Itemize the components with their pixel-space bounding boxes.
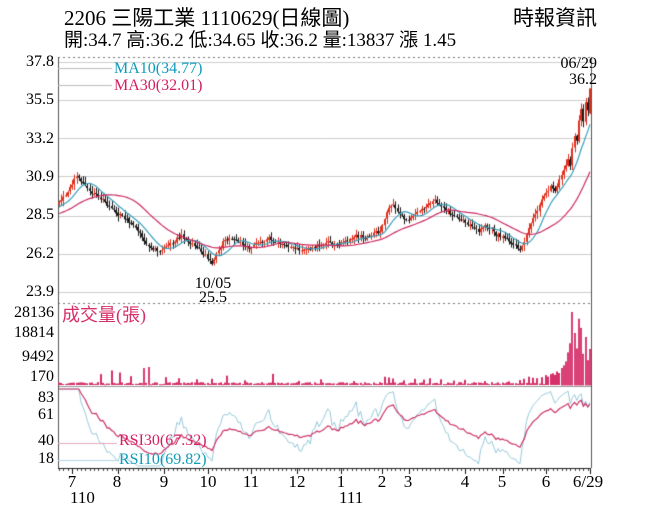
x-axis-last-date-label: 6/29 (572, 472, 604, 491)
x-axis-month-label: 9 (159, 472, 169, 491)
x-axis-month-label: 1 (336, 472, 346, 491)
volume-y-tick: 18814 (14, 324, 54, 341)
x-axis-month-label: 7 (67, 472, 77, 491)
volume-y-tick: 170 (30, 368, 54, 385)
x-axis-month-label: 11 (242, 472, 260, 491)
high-annotation-date: 06/29 (560, 55, 597, 72)
x-axis-month-label: 4 (460, 472, 470, 491)
x-axis-year-label: 110 (70, 488, 95, 507)
x-axis-month-label: 10 (199, 472, 217, 491)
ma10-legend-label: MA10(34.77) (114, 60, 203, 77)
price-y-tick: 30.9 (26, 168, 54, 185)
x-axis-month-label: 5 (497, 472, 507, 491)
price-y-tick: 28.5 (26, 206, 54, 223)
price-y-tick: 37.8 (26, 53, 54, 70)
x-axis-year-label: 111 (339, 488, 364, 507)
rsi-y-tick: 18 (38, 450, 54, 467)
x-axis-month-label: 2 (377, 472, 387, 491)
volume-y-tick: 28136 (14, 304, 54, 321)
low-annotation-date: 10/05 (194, 275, 232, 292)
rsi-y-tick: 40 (38, 432, 54, 449)
x-axis-month-label: 3 (403, 472, 413, 491)
high-annotation-value: 36.2 (569, 71, 597, 88)
ma30-legend-label: MA30(32.01) (114, 77, 203, 94)
price-y-tick: 26.2 (26, 245, 54, 262)
volume-pane-title: 成交量(張) (62, 305, 146, 325)
x-axis-month-label: 12 (288, 472, 306, 491)
rsi-y-tick: 61 (38, 406, 54, 423)
chart-title: 2206 三陽工業 1110629(日線圖) (64, 6, 350, 30)
price-y-tick: 33.2 (26, 130, 54, 147)
x-axis-month-label: 8 (112, 472, 122, 491)
price-y-tick: 35.5 (26, 91, 54, 108)
x-axis-month-label: 6 (541, 472, 551, 491)
rsi30-legend-label: RSI30(67.32) (119, 432, 207, 449)
provider-label: 時報資訊 (513, 6, 597, 30)
rsi-y-tick: 83 (38, 389, 54, 406)
price-y-tick: 23.9 (26, 283, 54, 300)
volume-y-tick: 9492 (22, 348, 54, 365)
low-annotation-value: 25.5 (199, 289, 227, 306)
quote-line: 開:34.7 高:36.2 低:34.65 收:36.2 量:13837 漲 1… (64, 30, 457, 51)
rsi10-legend-label: RSI10(69.82) (119, 451, 207, 468)
